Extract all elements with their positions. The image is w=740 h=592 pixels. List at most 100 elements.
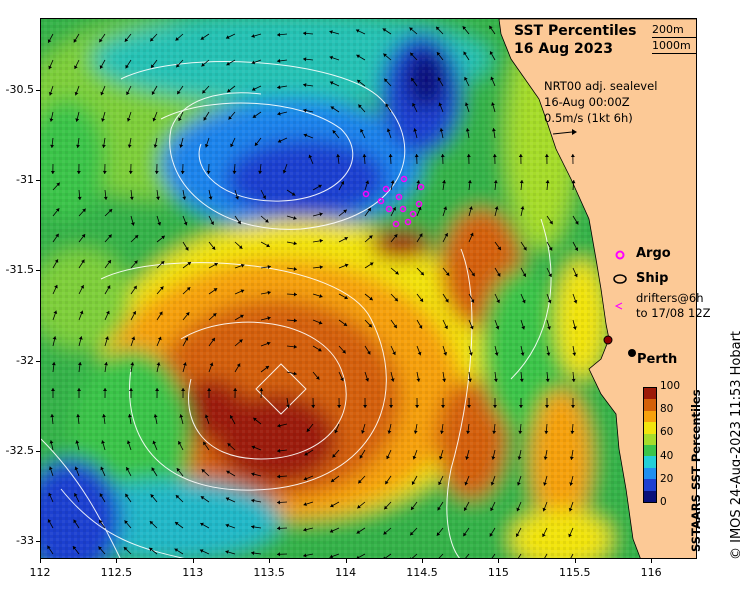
current-arrow-head [466, 154, 471, 158]
current-arrow-head [293, 216, 297, 220]
current-scale: 0.5m/s (1kt 6h) [544, 111, 633, 125]
current-info: NRT00 adj. sealevel 16-Aug 00:00Z 0.5m/s… [544, 78, 657, 126]
current-arrow-head [343, 209, 347, 214]
current-arrow-head [570, 154, 575, 157]
current-arrow [465, 553, 470, 558]
current-arrow-head [48, 466, 53, 470]
current-arrow-head [251, 498, 255, 503]
current-arrow-head [277, 58, 281, 63]
current-arrow-head [361, 430, 365, 434]
current-arrow-head [358, 104, 362, 109]
current-arrow-head [369, 262, 374, 266]
current-arrow-head [389, 405, 394, 408]
current-arrow-head [303, 476, 308, 481]
current-arrow-head [47, 39, 52, 43]
x-tick-mark [498, 559, 500, 563]
current-arrow-head [438, 481, 442, 485]
y-tick-label: -30.5 [5, 83, 34, 97]
current-arrow-head [79, 310, 84, 315]
current-arrow-head [468, 378, 472, 382]
current-arrow-head [467, 180, 472, 184]
current-arrow-head [414, 154, 419, 158]
current-arrow-head [318, 184, 322, 189]
current-arrow-head [491, 456, 496, 460]
current-arrow-head [395, 271, 399, 275]
current-arrow-head [343, 322, 348, 326]
current-arrow-head [277, 448, 281, 453]
current-arrow-head [359, 454, 364, 459]
current-arrow-head [175, 522, 179, 526]
colorbar-tick: 60 [660, 426, 674, 439]
current-arrow-head [489, 51, 494, 55]
current-arrow-head [496, 299, 500, 303]
current-arrow-head [181, 388, 186, 391]
current-arrow-head [439, 456, 443, 460]
current-arrow-head [493, 405, 497, 408]
current-arrow-head [356, 29, 360, 33]
x-tick-label: 115 [487, 566, 509, 579]
current-arrow-head [204, 144, 209, 148]
current-arrow-head [81, 259, 85, 264]
current-arrow-head [548, 247, 553, 251]
current-arrow-head [176, 63, 180, 68]
current-arrow-head [53, 310, 58, 314]
current-arrow-head [410, 52, 414, 57]
current-arrow-head [571, 180, 576, 184]
current-arrow-head [100, 91, 105, 96]
colorbar-swatch [644, 399, 656, 411]
current-arrow-head [227, 443, 232, 447]
current-arrow-head [203, 116, 207, 121]
x-tick-label: 114 [335, 566, 357, 579]
current-arrow-head [175, 495, 180, 499]
current-arrow-head [151, 467, 155, 472]
current-arrow-head [101, 118, 105, 122]
current-arrow-head [124, 520, 128, 524]
current-arrow-head [319, 238, 323, 243]
current-arrow-head [52, 336, 57, 340]
current-arrow-head [225, 523, 230, 528]
current-arrow-head [571, 378, 576, 382]
current-arrow-head [444, 233, 448, 237]
current-arrow-head [519, 378, 524, 382]
current-arrow-head [469, 206, 473, 210]
y-tick-label: -31.5 [5, 263, 34, 277]
current-arrow-head [311, 404, 316, 408]
current-arrow-head [332, 453, 336, 458]
current-arrow-head [334, 429, 339, 434]
current-arrow-head [157, 336, 162, 341]
current-arrow-head [156, 362, 161, 366]
current-arrow-head [174, 548, 179, 552]
current-arrow-head [568, 533, 572, 538]
current-arrow-head [106, 310, 110, 315]
current-arrow-head [410, 557, 412, 558]
current-arrow-head [47, 519, 52, 523]
current-arrow-head [520, 206, 525, 210]
current-arrow-head [387, 430, 392, 434]
argo-marker [417, 183, 425, 191]
current-arrow-head [187, 262, 191, 266]
current-arrow-head [413, 128, 418, 132]
current-arrow-head [517, 482, 521, 486]
colorbar-swatch [644, 433, 656, 445]
current-arrow-head [360, 129, 364, 133]
current-arrow-head [465, 456, 470, 460]
current-arrow-head [436, 532, 441, 536]
current-arrow-head [356, 555, 360, 558]
current-arrow-head [293, 344, 297, 349]
current-arrow-head [545, 378, 550, 382]
current-arrow-head [569, 456, 574, 460]
current-arrow-head [104, 362, 108, 366]
current-arrow-head [293, 267, 297, 271]
colorbar-tick: 80 [660, 403, 674, 416]
current-arrow-head [356, 530, 361, 534]
current-arrow-head [471, 272, 475, 277]
current-arrow-head [463, 51, 467, 56]
current-arrow-head [262, 195, 266, 199]
title-line1: SST Percentiles [514, 23, 637, 39]
current-arrow-head [277, 474, 281, 479]
current-arrow-head [412, 455, 417, 460]
current-arrow-head [240, 289, 245, 293]
current-arrow-head [77, 362, 82, 366]
current-arrow-head [522, 273, 527, 277]
current-arrow-head [265, 366, 269, 370]
